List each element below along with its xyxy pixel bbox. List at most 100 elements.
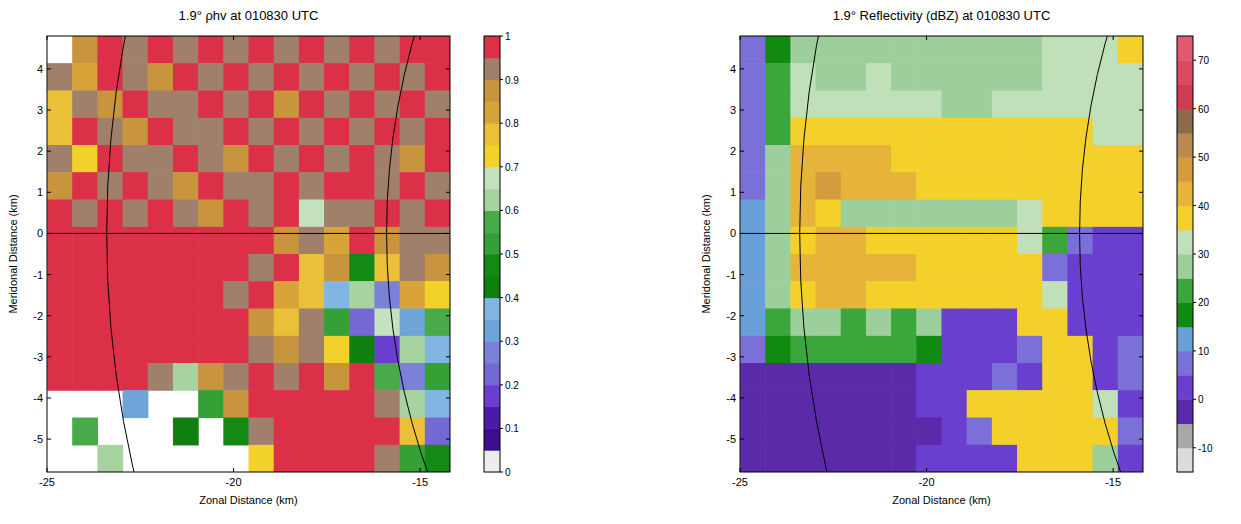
cell: [967, 281, 993, 309]
cell: [916, 91, 942, 119]
cell: [1017, 36, 1043, 64]
colorbar-tick: [1193, 157, 1196, 158]
colorbar-bin: [1177, 230, 1193, 255]
y-tick-label: -2: [726, 310, 736, 322]
cell: [866, 118, 892, 146]
colorbar-bin: [484, 80, 500, 102]
cell: [816, 418, 842, 446]
cell: [916, 172, 942, 200]
colorbar-bin: [484, 298, 500, 320]
cell: [198, 118, 224, 146]
cell: [967, 363, 993, 391]
cell: [400, 363, 426, 391]
y-tick-label: 2: [730, 145, 736, 157]
cell: [173, 91, 199, 119]
panel: -25-20-15-5-4-3-2-1012341.9° ρhv at 0108…: [7, 0, 1241, 524]
cell: [123, 91, 149, 119]
cell: [1093, 418, 1119, 446]
cell: [274, 118, 300, 146]
title: 1.9° ρhv at 010830 UTC: [179, 8, 319, 23]
cell: [249, 172, 275, 200]
cell: [816, 309, 842, 337]
cell: [123, 227, 149, 255]
cell: [374, 363, 400, 391]
colorbar-tick: [500, 297, 503, 298]
cell: [942, 145, 968, 173]
colorbar-bin: [1177, 448, 1193, 473]
range-ring: [387, 36, 450, 472]
colorbar-bin: [484, 145, 500, 167]
cell: [173, 281, 199, 309]
cell: [374, 36, 400, 64]
colorbar-tick: [500, 254, 503, 255]
cell: [349, 445, 375, 472]
cell: [942, 91, 968, 119]
cell: [324, 172, 350, 200]
y-tick-label: -3: [726, 351, 736, 363]
cell: [425, 172, 450, 200]
cell: [942, 445, 968, 472]
cell: [223, 336, 249, 364]
cell: [349, 145, 375, 173]
cell: [249, 91, 275, 119]
colorbar-tick: [500, 341, 503, 342]
colorbar-bin: [1177, 375, 1193, 400]
x-tick: [926, 468, 927, 472]
cell: [992, 145, 1018, 173]
cell: [967, 36, 993, 64]
cell: [992, 254, 1018, 282]
cell: [173, 254, 199, 282]
cell: [249, 309, 275, 337]
colorbar-bin: [1177, 109, 1193, 134]
cell: [349, 254, 375, 282]
cell: [173, 200, 199, 228]
cell: [1093, 172, 1119, 200]
cell: [425, 418, 450, 446]
cell: [425, 254, 450, 282]
colorbar-bin: [484, 254, 500, 276]
y-tick: [740, 315, 744, 316]
cell: [123, 309, 149, 337]
cell: [1042, 445, 1068, 472]
y-tick-label: 3: [37, 104, 43, 116]
cell: [324, 145, 350, 173]
cell: [765, 445, 791, 472]
cell: [740, 309, 766, 337]
cell: [72, 363, 98, 391]
plot-frame: [47, 36, 450, 472]
cell: [765, 118, 791, 146]
cell: [1118, 172, 1143, 200]
cell: [967, 418, 993, 446]
cell: [173, 118, 199, 146]
cell: [841, 172, 867, 200]
cell: [47, 200, 73, 228]
cell: [916, 36, 942, 64]
plot-area: [740, 36, 1143, 472]
cell: [841, 227, 867, 255]
y-tick: [740, 356, 744, 357]
plot-frame: [740, 36, 1143, 472]
cell: [47, 363, 73, 391]
cell: [765, 281, 791, 309]
plot-bg: [47, 36, 450, 472]
cell: [198, 145, 224, 173]
cell: [816, 172, 842, 200]
x-tick: [1113, 36, 1114, 40]
y-tick: [47, 68, 51, 69]
cell: [425, 336, 450, 364]
cell: [324, 281, 350, 309]
cell: [324, 445, 350, 472]
y-tick: [740, 397, 744, 398]
cell: [72, 418, 98, 446]
colorbar-bin: [484, 276, 500, 298]
cell: [47, 63, 73, 91]
cell: [916, 145, 942, 173]
colorbar-frame: [1177, 36, 1193, 472]
x-tick-label: -20: [226, 476, 242, 488]
cell: [274, 445, 300, 472]
cell: [1042, 309, 1068, 337]
cell: [324, 254, 350, 282]
cell: [72, 63, 98, 91]
colorbar-tick: [1193, 205, 1196, 206]
x-tick: [420, 468, 421, 472]
